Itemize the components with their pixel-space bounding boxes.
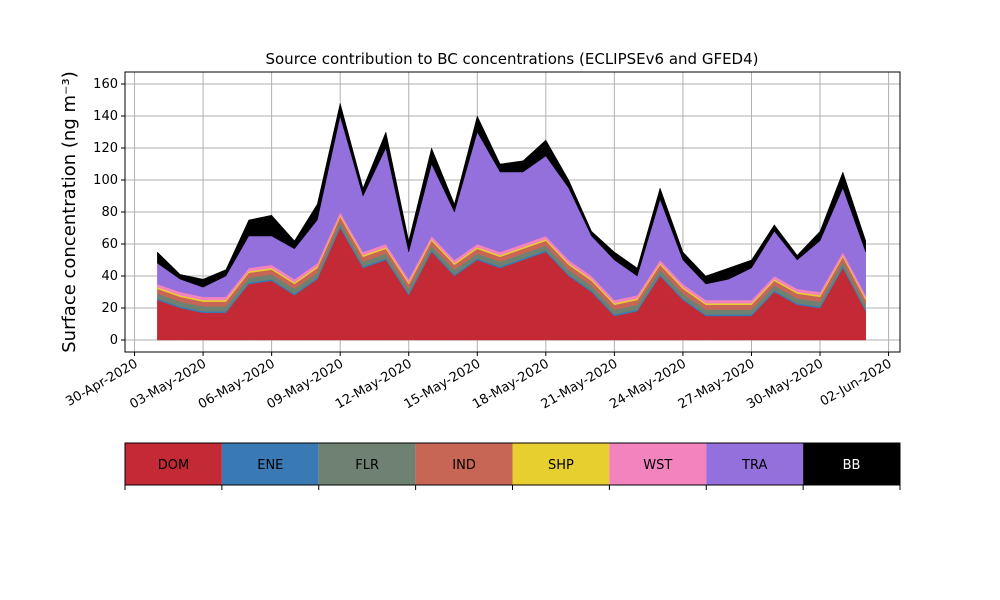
legend-swatch (415, 443, 513, 485)
legend-swatch (512, 443, 610, 485)
y-tick-label: 60 (101, 237, 118, 252)
x-tick-label: 12-May-2020 (333, 356, 415, 412)
legend-label: TRA (741, 458, 767, 473)
plot-frame (124, 71, 901, 353)
area (157, 103, 866, 288)
legend-swatch (609, 443, 707, 485)
y-tick-label: 160 (93, 77, 118, 92)
legend-label: FLR (355, 458, 379, 473)
y-axis-label: Surface concentration (ng m⁻³) (59, 71, 80, 353)
x-tick-label: 27-May-2020 (676, 356, 758, 412)
legend-swatch (125, 443, 222, 485)
legend-swatch (803, 443, 900, 485)
y-tick-label: 20 (101, 301, 118, 316)
chart-title: Source contribution to BC concentrations… (265, 50, 758, 68)
x-tick-label: 24-May-2020 (607, 356, 689, 412)
y-tick-label: 80 (101, 205, 118, 220)
legend-label: WST (643, 458, 672, 473)
legend-label: IND (452, 458, 476, 473)
x-tick-label: 15-May-2020 (402, 356, 484, 412)
x-tick-label: 18-May-2020 (470, 356, 552, 412)
y-tick-label: 0 (110, 333, 118, 348)
legend-swatch (706, 443, 804, 485)
y-tick-label: 140 (93, 109, 118, 124)
legend-label: DOM (158, 458, 189, 473)
legend-label: SHP (548, 458, 574, 473)
x-tick-label: 09-May-2020 (264, 356, 346, 412)
x-tick-label: 03-May-2020 (127, 356, 209, 412)
legend-swatch (318, 443, 416, 485)
y-tick-label: 40 (101, 269, 118, 284)
x-tick-label: 02-Jun-2020 (818, 356, 895, 409)
legend-label: ENE (257, 458, 283, 473)
y-tick-label: 100 (93, 173, 118, 188)
legend-swatch (221, 443, 319, 485)
y-tick-label: 120 (93, 141, 118, 156)
x-tick-label: 06-May-2020 (196, 356, 278, 412)
legend-frame (124, 442, 901, 486)
x-tick-label: 21-May-2020 (539, 356, 621, 412)
x-tick-label: 30-May-2020 (744, 356, 826, 412)
legend-label: BB (843, 458, 861, 473)
